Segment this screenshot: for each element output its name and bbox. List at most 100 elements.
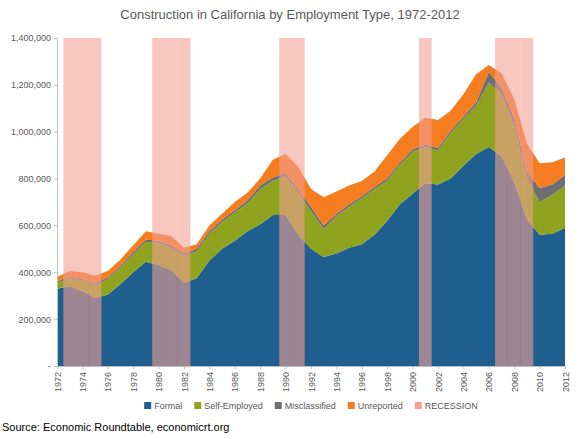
tick-label: 1978 <box>129 372 139 392</box>
bar <box>279 38 292 366</box>
tick-label: 1986 <box>230 372 240 392</box>
tick-mark <box>438 366 439 369</box>
legend: Formal Self-Employed Misclassified Unreport… <box>144 401 478 411</box>
tick-mark <box>57 366 58 369</box>
tick: 1988 <box>256 366 266 392</box>
tick-mark <box>54 272 57 273</box>
legend-label: Self-Employed <box>204 401 263 411</box>
tick-label: 2004 <box>459 372 469 392</box>
tick-mark <box>133 366 134 369</box>
x-axis: 1972197419761978198019821984198619881990… <box>53 366 571 392</box>
bar <box>521 38 534 366</box>
bar <box>508 38 521 366</box>
tick-mark <box>54 179 57 180</box>
tick: 1974 <box>78 366 88 392</box>
tick: 1982 <box>180 366 190 392</box>
tick-label: - <box>48 361 51 371</box>
tick-label: 1980 <box>154 372 164 392</box>
tick-label: 1996 <box>357 372 367 392</box>
bar <box>165 38 178 366</box>
tick-label: 2006 <box>484 372 494 392</box>
legend-swatch <box>348 402 355 409</box>
tick: 1986 <box>230 366 240 392</box>
tick-label: 1982 <box>180 372 190 392</box>
tick: 2006 <box>484 366 494 392</box>
legend-label: Formal <box>154 401 182 411</box>
legend-swatch <box>144 402 151 409</box>
tick: 1994 <box>332 366 342 392</box>
tick-label: 1990 <box>281 372 291 392</box>
tick: 1984 <box>205 366 215 392</box>
tick-mark <box>311 366 312 369</box>
bar <box>292 38 305 366</box>
tick-mark <box>489 366 490 369</box>
tick: 1992 <box>307 366 317 392</box>
tick-mark <box>235 366 236 369</box>
tick: 1996 <box>357 366 367 392</box>
bar <box>63 38 76 366</box>
tick-label: 1974 <box>78 372 88 392</box>
tick-mark <box>54 85 57 86</box>
tick: 1972 <box>53 366 63 392</box>
tick: 200,000 <box>18 315 57 325</box>
tick: 2004 <box>459 366 469 392</box>
tick-label: 1,400,000 <box>11 33 51 43</box>
tick-mark <box>54 225 57 226</box>
tick: 1,200,000 <box>11 80 57 90</box>
chart-title: Construction in California by Employment… <box>120 7 459 22</box>
tick: 2008 <box>510 366 520 392</box>
tick-mark <box>159 366 160 369</box>
tick: 1990 <box>281 366 291 392</box>
tick-label: 1992 <box>307 372 317 392</box>
legend-swatch <box>415 402 422 409</box>
tick-mark <box>54 366 57 367</box>
legend-label: Misclassified <box>285 401 336 411</box>
plot-area <box>57 38 565 366</box>
legend-item: Self-Employed <box>194 401 263 411</box>
tick-label: 1,200,000 <box>11 80 51 90</box>
bar <box>495 38 508 366</box>
tick-label: 1998 <box>383 372 393 392</box>
bar <box>419 38 432 366</box>
tick-label: 800,000 <box>18 174 51 184</box>
legend-item: Unreported <box>348 401 403 411</box>
bar <box>76 38 89 366</box>
area <box>57 72 565 285</box>
tick-mark <box>108 366 109 369</box>
tick: 2000 <box>408 366 418 392</box>
tick-label: 1,000,000 <box>11 127 51 137</box>
area <box>57 65 565 284</box>
tick: 1980 <box>154 366 164 392</box>
source-note: Source: Economic Roundtable, economicrt.… <box>2 421 229 433</box>
tick-label: 1984 <box>205 372 215 392</box>
tick-label: 600,000 <box>18 221 51 231</box>
tick-label: 2012 <box>561 372 571 392</box>
tick: 1,400,000 <box>11 33 57 43</box>
bar <box>152 38 165 366</box>
tick: 1,000,000 <box>11 127 57 137</box>
chart: Construction in California by Employment… <box>0 0 580 439</box>
tick: 2010 <box>535 366 545 392</box>
legend-item: RECESSION <box>415 401 478 411</box>
tick-mark <box>82 366 83 369</box>
tick-mark <box>565 366 566 369</box>
tick-label: 2000 <box>408 372 418 392</box>
tick: 600,000 <box>18 221 57 231</box>
tick: 1978 <box>129 366 139 392</box>
tick-mark <box>336 366 337 369</box>
tick-mark <box>209 366 210 369</box>
axis-line <box>54 39 58 367</box>
tick-mark <box>514 366 515 369</box>
tick-label: 2010 <box>535 372 545 392</box>
tick-mark <box>54 38 57 39</box>
tick-mark <box>387 366 388 369</box>
legend-item: Misclassified <box>275 401 336 411</box>
tick-mark <box>184 366 185 369</box>
tick-mark <box>413 366 414 369</box>
tick: 2002 <box>434 366 444 392</box>
tick-label: 200,000 <box>18 315 51 325</box>
tick-mark <box>362 366 363 369</box>
legend-label: Unreported <box>358 401 403 411</box>
tick-label: 1994 <box>332 372 342 392</box>
tick-mark <box>54 132 57 133</box>
